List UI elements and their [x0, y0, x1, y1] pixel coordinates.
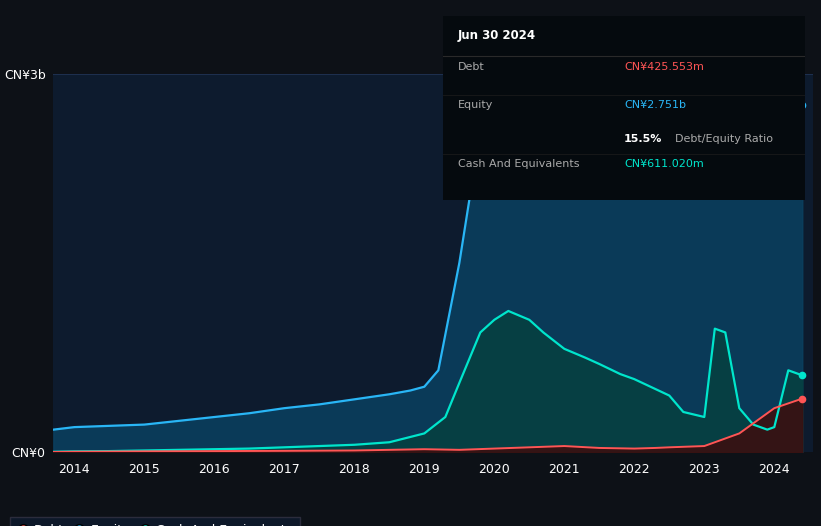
Text: Debt/Equity Ratio: Debt/Equity Ratio [675, 134, 773, 144]
Text: Debt: Debt [458, 62, 484, 72]
Text: CN¥2.751b: CN¥2.751b [624, 100, 686, 110]
Text: Equity: Equity [458, 100, 493, 110]
Text: Cash And Equivalents: Cash And Equivalents [458, 159, 580, 169]
Text: Jun 30 2024: Jun 30 2024 [458, 29, 536, 42]
Text: 15.5%: 15.5% [624, 134, 663, 144]
Text: CN¥425.553m: CN¥425.553m [624, 62, 704, 72]
Legend: Debt, Equity, Cash And Equivalents: Debt, Equity, Cash And Equivalents [10, 517, 300, 526]
Text: CN¥611.020m: CN¥611.020m [624, 159, 704, 169]
